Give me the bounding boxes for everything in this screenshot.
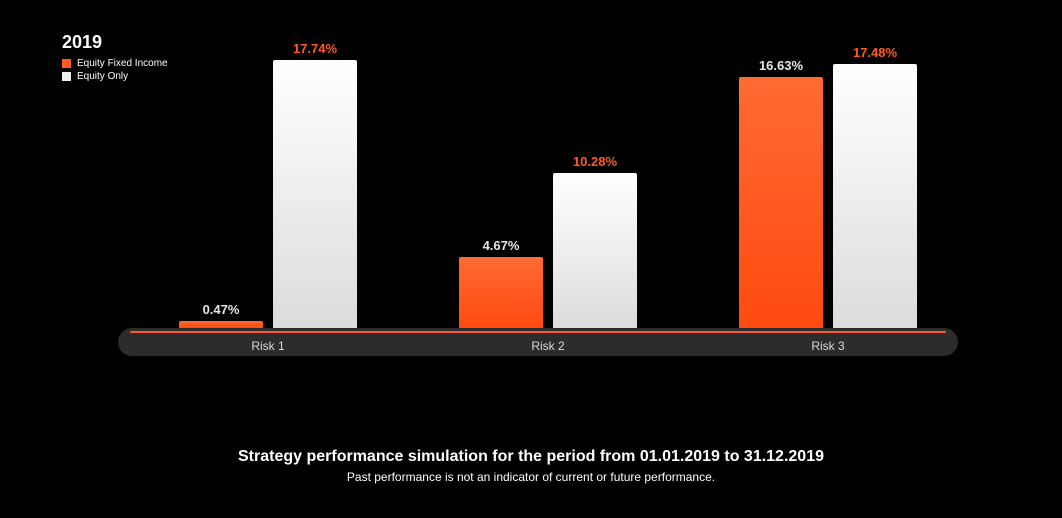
bar-equity_only [833, 64, 917, 328]
bar-equity_only [273, 60, 357, 328]
caption: Strategy performance simulation for the … [0, 448, 1062, 484]
legend-swatch-icon [62, 72, 71, 81]
chart-title: 2019 [62, 32, 102, 53]
category-label: Risk 1 [251, 339, 284, 353]
caption-line-2: Past performance is not an indicator of … [0, 470, 1062, 484]
bar-value-label: 17.74% [293, 41, 337, 56]
caption-line-1: Strategy performance simulation for the … [0, 448, 1062, 466]
bar-equity_fixed_income [739, 77, 823, 328]
baseline-top-line [130, 331, 946, 333]
baseline-pill: Risk 1 Risk 2 Risk 3 [118, 328, 958, 356]
bar-value-label: 10.28% [573, 154, 617, 169]
bar-value-label: 0.47% [203, 302, 240, 317]
bar-chart: Risk 1 Risk 2 Risk 3 0.47% 17.74% 4.67% 10.… [118, 36, 958, 356]
bar-equity_fixed_income [179, 321, 263, 328]
bar-value-label: 4.67% [483, 238, 520, 253]
chart-container: { "title": "2019", "legend": { "items": … [0, 0, 1062, 518]
legend-swatch-icon [62, 59, 71, 68]
bar-value-label: 17.48% [853, 45, 897, 60]
bar-value-label: 16.63% [759, 58, 803, 73]
category-label: Risk 3 [811, 339, 844, 353]
bar-equity_only [553, 173, 637, 328]
bar-equity_fixed_income [459, 257, 543, 328]
category-label: Risk 2 [531, 339, 564, 353]
bars-area: 0.47% 17.74% 4.67% 10.28% 16.63% 17.48% [118, 36, 958, 328]
